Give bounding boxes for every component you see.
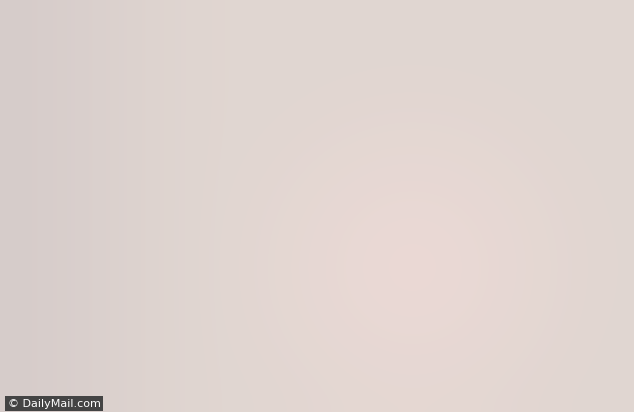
Legend: Infant mortality rate: Infant mortality rate — [171, 44, 343, 68]
Text: 6.7: 6.7 — [164, 110, 185, 123]
Point — [569, 335, 579, 342]
Point — [464, 287, 474, 294]
Text: 6.7: 6.7 — [201, 110, 222, 123]
Text: 5.4: 5.4 — [564, 317, 585, 330]
Point — [43, 64, 53, 71]
Point — [491, 287, 501, 294]
Title: Infant mortality rate rises 3%: Infant mortality rate rises 3% — [74, 7, 583, 36]
Text: 6.5: 6.5 — [248, 142, 269, 155]
Point — [148, 112, 158, 119]
Text: 7.1: 7.1 — [35, 45, 56, 58]
Text: 5.6: 5.6 — [511, 286, 533, 298]
Text: 5.5: 5.5 — [538, 301, 559, 314]
Text: 5.6: 5.6 — [598, 319, 619, 332]
Point — [280, 176, 290, 183]
Point — [332, 223, 342, 230]
Point — [122, 96, 132, 103]
Text: 6.9: 6.9 — [122, 79, 143, 91]
Text: 6.0: 6.0 — [385, 222, 406, 235]
Point — [201, 128, 211, 135]
Text: Source: CDC: Source: CDC — [548, 25, 627, 37]
Text: 5.7: 5.7 — [453, 269, 474, 283]
Text: © DailyMail.com: © DailyMail.com — [8, 399, 100, 409]
Point — [596, 303, 606, 310]
Point — [543, 319, 553, 325]
Text: 6.6: 6.6 — [222, 126, 243, 139]
Point — [96, 96, 106, 103]
Point — [306, 208, 316, 214]
Point — [69, 80, 79, 87]
Text: 5.9: 5.9 — [406, 238, 427, 250]
Text: 6.4: 6.4 — [275, 158, 295, 171]
Point — [517, 303, 527, 310]
Point — [385, 239, 396, 246]
Text: 6: 6 — [391, 222, 399, 235]
Text: 7: 7 — [73, 61, 81, 74]
Point — [438, 271, 448, 278]
Point — [254, 160, 264, 166]
Text: 6.0: 6.0 — [351, 222, 372, 235]
Text: 5.7: 5.7 — [490, 269, 511, 283]
Text: 6: 6 — [357, 222, 365, 235]
Text: +3%: +3% — [486, 181, 599, 225]
Text: 5.8: 5.8 — [432, 253, 453, 267]
Text: 6.1: 6.1 — [332, 206, 353, 219]
Text: 6.9: 6.9 — [85, 79, 106, 91]
Point — [227, 144, 237, 150]
Point — [359, 239, 369, 246]
Point — [174, 128, 184, 135]
Text: 6.2: 6.2 — [301, 190, 322, 203]
Text: 6.8: 6.8 — [143, 94, 164, 108]
Point — [411, 255, 422, 262]
